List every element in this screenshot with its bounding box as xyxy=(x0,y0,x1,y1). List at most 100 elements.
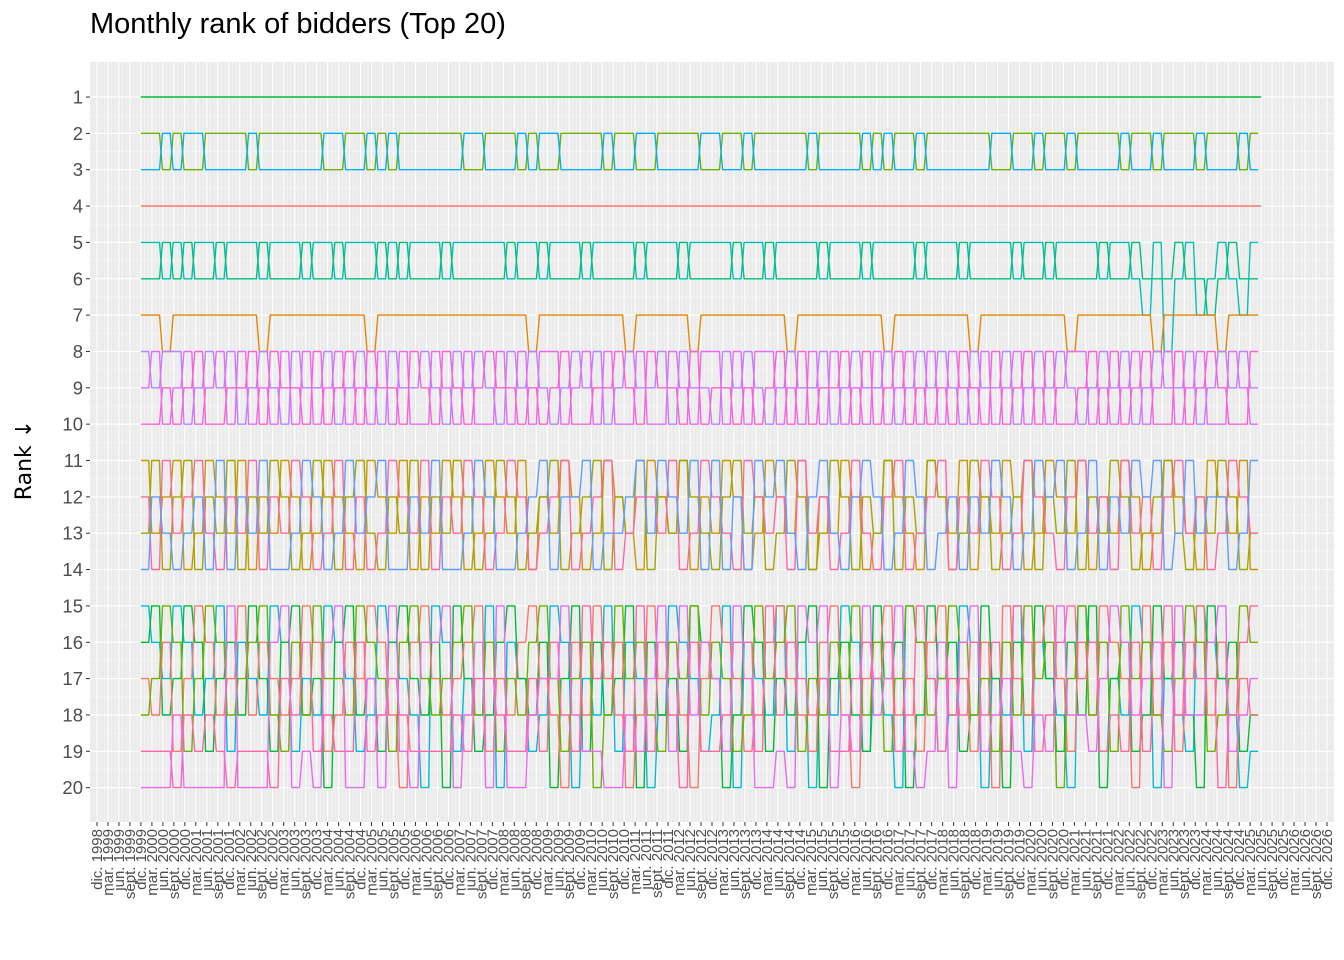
x-tick-label: mar. 2016 xyxy=(847,829,864,896)
x-tick-label: jun. 2011 xyxy=(638,829,655,891)
x-tick-label: mar. 2012 xyxy=(671,829,688,896)
x-tick-label: dic. 2024 xyxy=(1231,829,1248,890)
y-tick-label: 8 xyxy=(73,341,83,362)
x-tick-label: dic. 2006 xyxy=(440,829,457,890)
x-tick-label: mar. 2014 xyxy=(759,829,776,896)
x-tick-label: jun. 2004 xyxy=(331,829,348,892)
series-line xyxy=(140,605,1259,789)
x-tick-label: dic. 2020 xyxy=(1055,829,1072,890)
x-tick-label: jun. 2019 xyxy=(990,829,1007,892)
x-tick-label: mar. 2006 xyxy=(407,829,424,896)
y-tick-label: 7 xyxy=(73,305,83,326)
x-tick-label: mar. 2007 xyxy=(451,829,468,896)
x-tick-label: mar. 2022 xyxy=(1110,829,1127,896)
x-tick-label: sept. 2022 xyxy=(1132,829,1149,899)
x-tick-label: mar. 2000 xyxy=(144,829,161,896)
x-tick-label: dic. 2021 xyxy=(1099,829,1116,890)
y-tick-label: 16 xyxy=(62,632,83,653)
y-tick-label: 3 xyxy=(73,159,83,180)
x-tick-label: dic. 2003 xyxy=(309,829,326,890)
x-tick-label: jun. 2013 xyxy=(726,829,743,892)
y-tick-label: 10 xyxy=(62,414,83,435)
x-tick-label: jun. 2022 xyxy=(1121,829,1138,892)
x-tick-label: dic. 2005 xyxy=(397,829,414,890)
x-tick-label: jun. 1999 xyxy=(111,829,128,892)
series-line xyxy=(140,350,1259,425)
y-tick-label: 6 xyxy=(73,268,83,289)
x-tick-label: sept. 2015 xyxy=(825,829,842,899)
x-tick-label: mar. 2026 xyxy=(1286,829,1303,896)
x-tick-label: sept. 2000 xyxy=(166,829,183,899)
series-line xyxy=(140,132,1259,171)
x-tick-label: jun. 2016 xyxy=(858,829,875,892)
x-tick-label: jun. 2020 xyxy=(1033,829,1050,892)
x-tick-label: dic. 2002 xyxy=(265,829,282,890)
x-tick-label: dic. 2000 xyxy=(177,829,194,890)
x-tick-label: jun. 2018 xyxy=(946,829,963,892)
x-tick-label: dic. 2018 xyxy=(968,829,985,890)
x-tick-label: dic. 2025 xyxy=(1275,829,1292,890)
y-tick-label: 20 xyxy=(62,777,83,798)
x-tick-label: mar. 2018 xyxy=(935,829,952,896)
x-tick-label: dic. 2014 xyxy=(792,829,809,890)
x-tick-label: mar. 2010 xyxy=(583,829,600,896)
x-tick-label: sept. 2005 xyxy=(386,829,403,899)
y-tick-label: 1 xyxy=(73,87,83,108)
x-tick-label: dic. 2001 xyxy=(221,829,238,890)
x-tick-label: dic. 2010 xyxy=(616,829,633,890)
x-tick-label: jun. 2010 xyxy=(594,829,611,892)
x-tick-label: sept. 2016 xyxy=(869,829,886,899)
x-tick-label: sept. 2002 xyxy=(254,829,271,899)
x-tick-label: dic. 2015 xyxy=(836,829,853,890)
x-tick-label: sept. 2009 xyxy=(561,829,578,899)
series-line xyxy=(140,459,1259,571)
x-tick-label: dic. 2026 xyxy=(1319,829,1336,890)
x-tick-label: jun. 2024 xyxy=(1209,829,1226,892)
y-tick-label: 12 xyxy=(62,486,83,507)
y-tick-label: 9 xyxy=(73,377,83,398)
series-line xyxy=(140,605,1259,789)
x-tick-label: jun. 2006 xyxy=(418,829,435,892)
series-line xyxy=(140,605,1259,789)
x-tick-label: mar. 2024 xyxy=(1198,829,1215,896)
x-tick-label: mar. 2004 xyxy=(320,829,337,896)
x-tick-label: sept. 2017 xyxy=(913,829,930,899)
x-tick-label: dic. 2012 xyxy=(704,829,721,890)
x-tick-label: mar. 1999 xyxy=(100,829,117,896)
x-tick-label: sept. 2018 xyxy=(957,829,974,899)
x-tick-label: dic. 2013 xyxy=(748,829,765,890)
y-tick-label: 5 xyxy=(73,232,83,253)
x-tick-label: jun. 2000 xyxy=(155,829,172,892)
y-tick-label: 13 xyxy=(62,523,83,544)
x-tick-label: dic. 2022 xyxy=(1143,829,1160,890)
chart-title: Monthly rank of bidders (Top 20) xyxy=(90,8,506,40)
series-line xyxy=(140,605,1259,789)
x-tick-label: dic. 2023 xyxy=(1187,829,1204,890)
x-tick-label: mar. 2002 xyxy=(232,829,249,896)
x-tick-label: mar. 2023 xyxy=(1154,829,1171,896)
series-line xyxy=(140,241,1259,353)
y-tick-label: 19 xyxy=(62,741,83,762)
series-line xyxy=(140,605,1259,789)
x-tick-label: sept. 2024 xyxy=(1220,829,1237,899)
series-lines xyxy=(140,96,1262,789)
x-tick-label: sept. 2001 xyxy=(210,829,227,899)
x-tick-label: sept. 2010 xyxy=(605,829,622,899)
x-tick-label: mar. 2008 xyxy=(495,829,512,896)
x-tick-label: sept. 2008 xyxy=(517,829,534,899)
x-tick-label: dic. 2019 xyxy=(1012,829,1029,890)
x-tick-label: jun. 2012 xyxy=(682,829,699,892)
y-tick-label: 17 xyxy=(62,668,83,689)
x-tick-label: jun. 2026 xyxy=(1297,829,1314,892)
x-tick-label: mar. 2021 xyxy=(1066,829,1083,896)
x-tick-label: dic. 2011 xyxy=(660,829,677,889)
x-tick-label: dic. 2009 xyxy=(572,829,589,890)
x-tick-label: sept. 2004 xyxy=(342,829,359,899)
x-tick-label: sept. 2019 xyxy=(1001,829,1018,899)
x-tick-label: jun. 2017 xyxy=(902,829,919,892)
x-tick-label: dic. 1998 xyxy=(89,829,106,890)
x-tick-label: sept. 2007 xyxy=(473,829,490,899)
x-tick-label: sept. 2025 xyxy=(1264,829,1281,899)
